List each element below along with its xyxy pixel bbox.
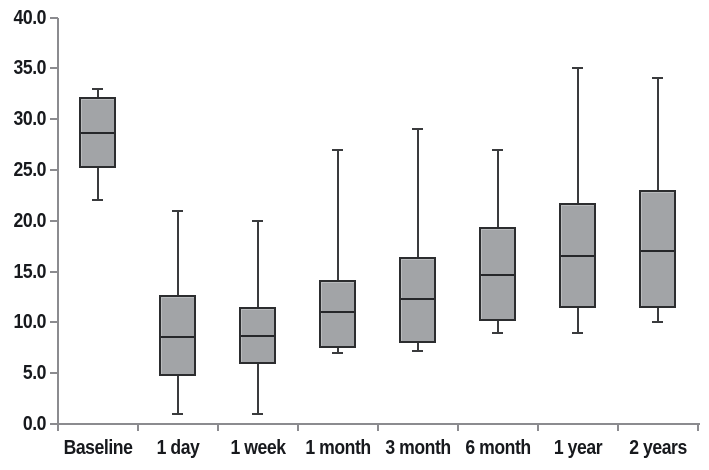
lower-whisker — [336, 347, 339, 353]
iqr-box — [399, 257, 437, 343]
y-tick — [49, 423, 58, 425]
lower-whisker — [96, 167, 99, 201]
x-tick — [296, 424, 299, 431]
median-line — [81, 132, 115, 135]
y-tick-label: 35.0 — [13, 57, 46, 80]
y-tick-label: 10.0 — [13, 311, 46, 334]
y-tick — [49, 372, 58, 375]
lower-whisker-cap — [92, 199, 104, 202]
y-tick-label: 5.0 — [22, 362, 47, 385]
upper-whisker-cap — [172, 209, 184, 212]
lower-whisker-cap — [172, 412, 184, 415]
iqr-box — [79, 96, 117, 168]
lower-whisker — [176, 376, 179, 414]
y-tick-label: 40.0 — [13, 6, 46, 29]
median-line — [401, 298, 435, 300]
lower-whisker — [496, 321, 499, 333]
median-line — [241, 334, 275, 337]
y-tick — [49, 168, 58, 171]
upper-whisker-cap — [572, 67, 584, 70]
lower-whisker-cap — [412, 349, 424, 352]
y-tick-label: 0.0 — [22, 413, 47, 435]
lower-whisker — [576, 308, 579, 333]
x-category-label: 6 month — [465, 437, 531, 459]
upper-whisker — [656, 78, 659, 191]
x-category-label: 1 day — [156, 437, 200, 459]
lower-whisker-cap — [492, 331, 504, 334]
x-tick — [216, 424, 219, 431]
y-tick — [49, 118, 58, 121]
x-tick — [56, 424, 59, 431]
x-tick — [376, 424, 379, 431]
y-tick-label: 30.0 — [13, 108, 46, 131]
y-tick-label: 25.0 — [13, 158, 46, 181]
lower-whisker — [256, 364, 259, 414]
x-category-label: 3 month — [385, 437, 451, 459]
lower-whisker-cap — [572, 331, 584, 334]
x-tick — [136, 424, 139, 431]
x-category-label: Baseline — [63, 437, 132, 459]
x-tick — [697, 424, 699, 431]
upper-whisker — [176, 210, 179, 295]
y-tick — [49, 67, 58, 70]
y-axis — [56, 17, 59, 425]
upper-whisker-cap — [412, 128, 424, 131]
lower-whisker-cap — [652, 321, 664, 324]
upper-whisker-cap — [92, 87, 104, 90]
lower-whisker-cap — [252, 412, 264, 415]
upper-whisker — [416, 129, 419, 258]
y-tick — [49, 270, 58, 273]
y-tick — [49, 219, 58, 222]
lower-whisker — [656, 308, 659, 323]
upper-whisker — [256, 220, 259, 308]
upper-whisker — [336, 149, 339, 280]
y-tick-label: 20.0 — [13, 209, 46, 232]
x-category-label: 2 years — [629, 437, 687, 459]
x-category-label: 1 week — [230, 437, 286, 459]
iqr-box — [159, 294, 197, 377]
y-tick — [49, 321, 58, 324]
upper-whisker-cap — [492, 148, 504, 151]
median-line — [481, 273, 515, 276]
x-tick — [456, 424, 459, 431]
lower-whisker — [416, 342, 419, 351]
upper-whisker — [96, 88, 99, 97]
x-tick — [616, 424, 619, 431]
median-line — [161, 335, 195, 338]
upper-whisker-cap — [652, 77, 664, 80]
upper-whisker — [496, 149, 499, 227]
iqr-box — [319, 279, 357, 348]
median-line — [321, 311, 355, 314]
x-category-label: 1 month — [305, 437, 371, 459]
x-tick — [536, 424, 539, 431]
y-tick — [49, 16, 58, 19]
median-line — [561, 255, 595, 258]
median-line — [641, 250, 675, 253]
upper-whisker — [576, 68, 579, 204]
upper-whisker-cap — [332, 148, 344, 151]
lower-whisker-cap — [332, 351, 344, 354]
iqr-box — [639, 190, 677, 309]
y-tick-label: 15.0 — [13, 260, 46, 283]
upper-whisker-cap — [252, 219, 264, 222]
x-category-label: 1 year — [553, 437, 603, 459]
